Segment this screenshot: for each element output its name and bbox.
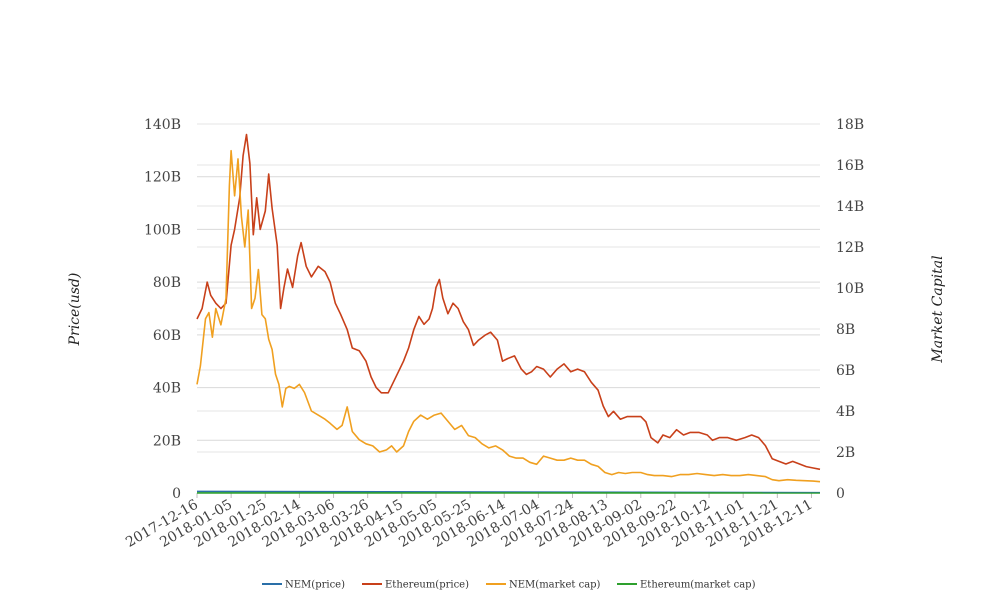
y-right-tick-label: 6B	[836, 363, 855, 379]
y-left-tick-label: 120B	[144, 170, 181, 186]
y-left-tick-label: 80B	[153, 275, 181, 291]
legend-label: Ethereum(market cap)	[640, 580, 756, 591]
series-line-ethereum-price	[196, 133, 821, 471]
y-right-tick-label: 14B	[836, 199, 864, 215]
right-y-axis: 0 2B 4B 6B 8B 10B 12B 14B 16B 18B	[836, 117, 864, 502]
y-left-tick-label: 140B	[144, 117, 181, 133]
legend-label: NEM(market cap)	[509, 580, 601, 591]
y-left-tick-label: 40B	[153, 381, 181, 397]
grid-lines	[197, 123, 820, 494]
y-left-tick-label: 20B	[153, 433, 181, 449]
y-left-tick-label: 0	[172, 486, 181, 502]
y-left-tick-label: 100B	[144, 222, 181, 238]
y-right-tick-label: 2B	[836, 445, 855, 461]
y-right-tick-label: 10B	[836, 281, 864, 297]
legend-label: NEM(price)	[285, 580, 345, 591]
series-line-nem-market-cap	[196, 149, 821, 483]
left-y-axis: 0 20B 40B 60B 80B 100B 120B 140B	[144, 117, 181, 502]
y-left-tick-label: 60B	[153, 328, 181, 344]
left-axis-title: Price(usd)	[67, 273, 83, 347]
legend: NEM(price) Ethereum(price) NEM(market cap)…	[262, 580, 756, 591]
legend-label: Ethereum(price)	[385, 580, 469, 591]
y-right-tick-label: 16B	[836, 158, 864, 174]
right-axis-title: Market Capital	[930, 255, 946, 363]
y-right-tick-label: 4B	[836, 404, 855, 420]
y-right-tick-label: 12B	[836, 240, 864, 256]
series-lines	[196, 133, 821, 494]
x-axis: 2017-12-162018-01-052018-01-252018-02-14…	[123, 493, 815, 551]
y-right-tick-label: 18B	[836, 117, 864, 133]
y-right-tick-label: 0	[836, 486, 845, 502]
y-right-tick-label: 8B	[836, 322, 855, 338]
